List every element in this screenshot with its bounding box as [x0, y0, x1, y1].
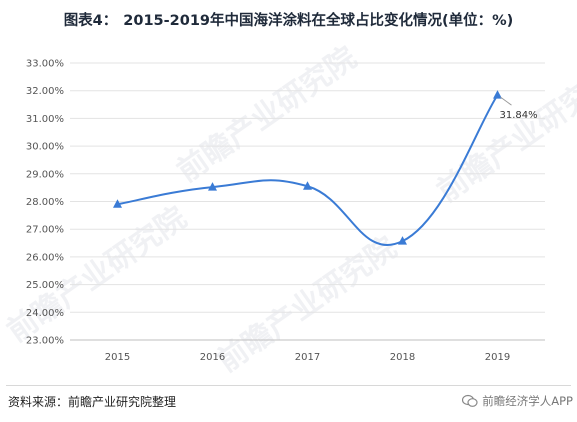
- source-text: 资料来源：前瞻产业研究院整理: [8, 395, 177, 409]
- wechat-icon: [462, 394, 478, 407]
- brand-name: 前瞻经济学人APP: [482, 394, 573, 408]
- y-tick-label: 28.00%: [26, 197, 64, 208]
- footer-divider: [6, 385, 571, 386]
- y-tick-label: 25.00%: [26, 280, 64, 291]
- y-tick-label: 27.00%: [26, 225, 64, 236]
- x-tick-label: 2019: [485, 352, 510, 362]
- grid-lines: [70, 62, 545, 341]
- data-point-marker: [493, 90, 502, 99]
- y-tick-label: 32.00%: [26, 86, 64, 97]
- data-label: 31.84%: [500, 110, 538, 121]
- y-axis-tick-labels: 23.00% 24.00% 25.00% 26.00% 27.00% 28.00% 29.0…: [26, 59, 64, 347]
- data-markers: [113, 90, 502, 245]
- series-line: [117, 94, 499, 246]
- brand-footer: 前瞻经济学人APP: [462, 393, 573, 409]
- y-tick-label: 29.00%: [26, 169, 64, 180]
- data-point-marker: [208, 182, 217, 191]
- y-tick-label: 31.00%: [26, 114, 64, 125]
- line-chart: 23.00% 24.00% 25.00% 26.00% 27.00% 28.00% 29.0…: [26, 59, 545, 362]
- annotation-leader: [500, 96, 512, 106]
- y-tick-label: 23.00%: [26, 336, 64, 347]
- x-tick-label: 2016: [200, 352, 225, 362]
- x-axis-tick-labels: 2015 2016 2017 2018 2019: [105, 352, 510, 362]
- x-tick-label: 2017: [295, 352, 320, 362]
- y-tick-label: 24.00%: [26, 308, 64, 319]
- y-tick-label: 26.00%: [26, 252, 64, 263]
- y-tick-label: 33.00%: [26, 59, 64, 70]
- annotation: 31.84%: [500, 96, 538, 121]
- data-point-marker: [113, 199, 122, 208]
- chart-title-text: 2015-2019年中国海洋涂料在全球占比变化情况(单位：%): [123, 13, 514, 29]
- data-point-marker: [303, 181, 312, 190]
- x-tick-label: 2015: [105, 352, 130, 362]
- y-tick-label: 30.00%: [26, 142, 64, 153]
- data-point-marker: [398, 236, 407, 245]
- chart-title: 图表4： 2015-2019年中国海洋涂料在全球占比变化情况(单位：%): [0, 9, 577, 30]
- chart-title-prefix: 图表4：: [63, 13, 118, 29]
- x-tick-label: 2018: [390, 352, 415, 362]
